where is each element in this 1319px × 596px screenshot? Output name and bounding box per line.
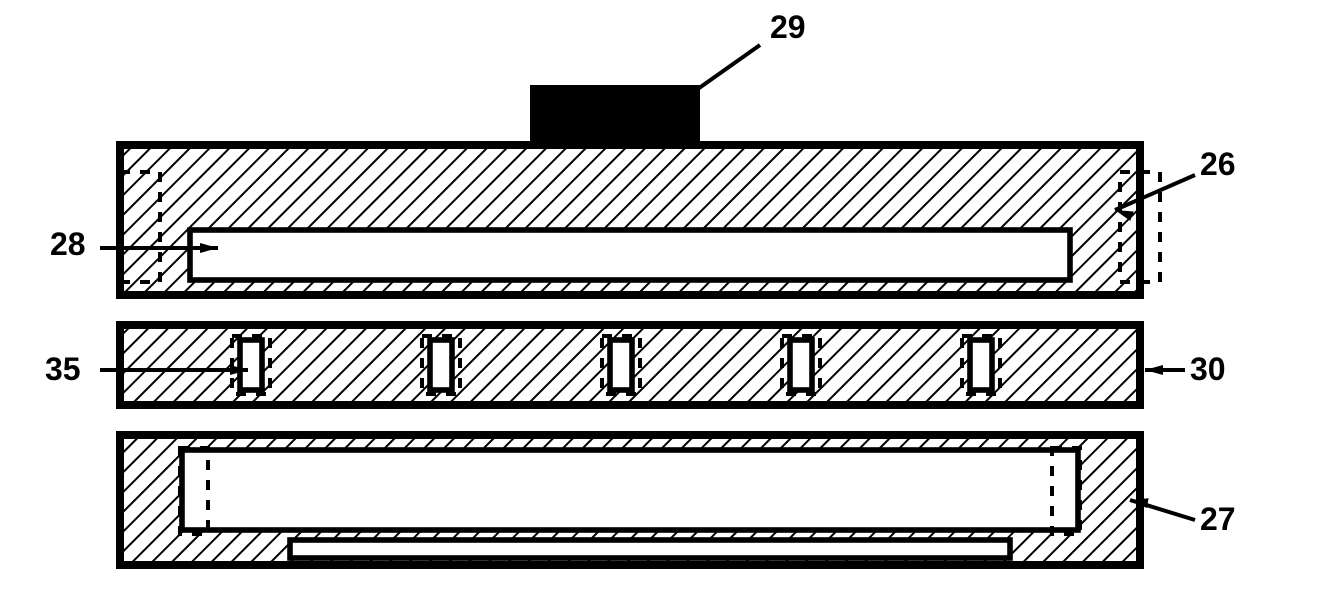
label-text: 26 xyxy=(1200,146,1236,182)
label-30: 30 xyxy=(1145,351,1226,387)
label-text: 35 xyxy=(45,351,81,387)
upper-piece xyxy=(118,143,1160,297)
leader-line xyxy=(668,45,760,110)
lower-piece xyxy=(118,433,1142,567)
label-text: 28 xyxy=(50,226,86,262)
label-text: 30 xyxy=(1190,351,1226,387)
middle-piece xyxy=(118,323,1142,407)
label-27: 27 xyxy=(1130,498,1236,537)
label-text: 27 xyxy=(1200,501,1236,537)
label-text: 29 xyxy=(770,9,806,45)
